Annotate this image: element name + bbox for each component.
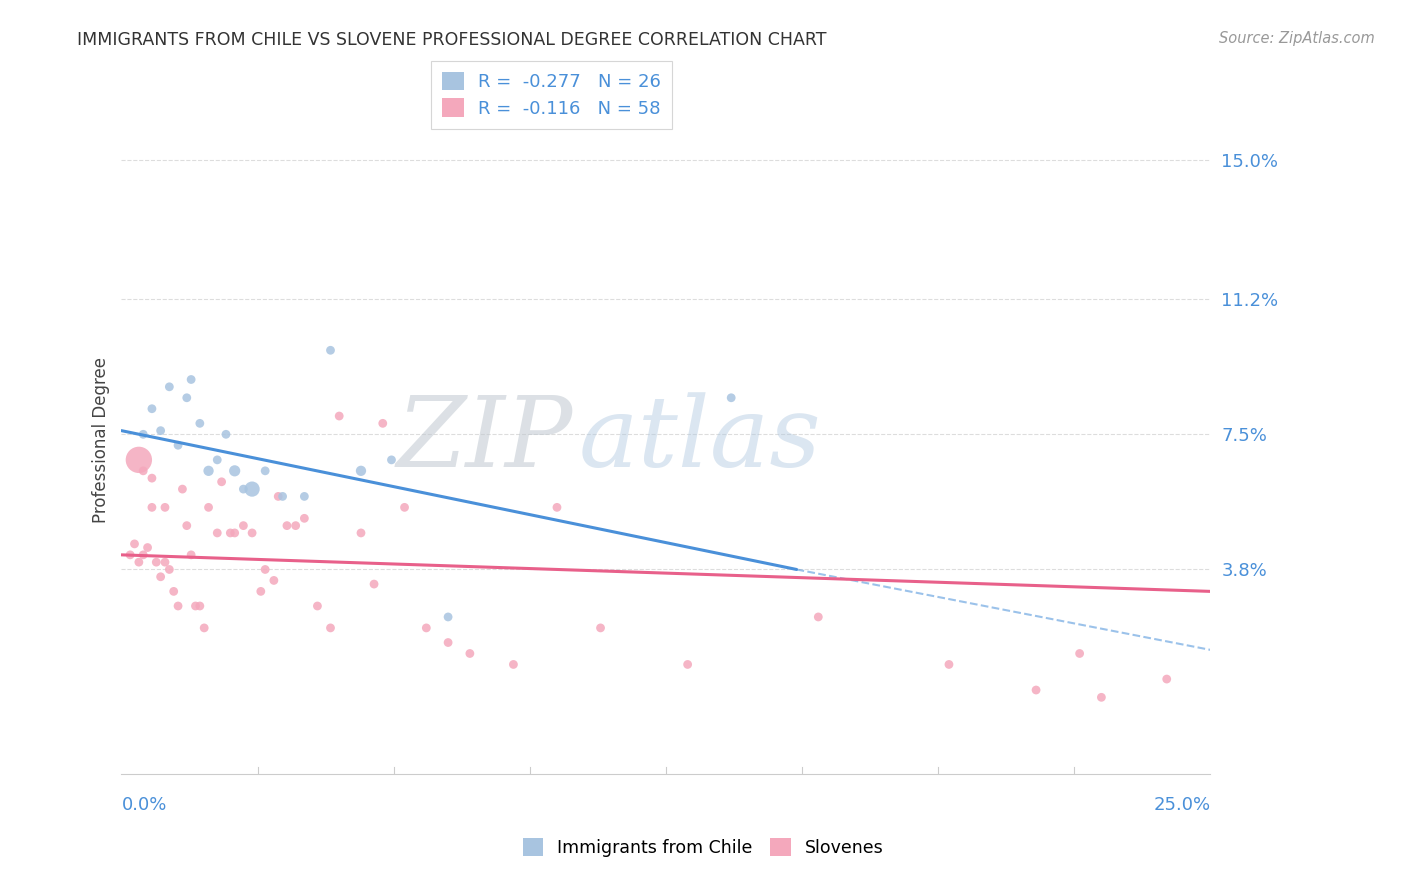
Point <box>188 599 211 613</box>
Point <box>502 657 524 672</box>
Point <box>157 380 180 394</box>
Point <box>224 525 246 540</box>
Point <box>193 621 215 635</box>
Point <box>145 555 167 569</box>
Point <box>167 438 190 452</box>
Point <box>240 525 263 540</box>
Point <box>153 500 176 515</box>
Text: ZIP: ZIP <box>396 392 574 487</box>
Legend: R =  -0.277   N = 26, R =  -0.116   N = 58: R = -0.277 N = 26, R = -0.116 N = 58 <box>432 61 672 128</box>
Point <box>458 647 481 661</box>
Text: Source: ZipAtlas.com: Source: ZipAtlas.com <box>1219 31 1375 46</box>
Point <box>263 574 285 588</box>
Point <box>224 464 246 478</box>
Point <box>184 599 207 613</box>
Point <box>124 537 146 551</box>
Text: 0.0%: 0.0% <box>121 796 167 814</box>
Point <box>128 555 150 569</box>
Point <box>319 621 342 635</box>
Point <box>128 453 150 467</box>
Point <box>149 570 172 584</box>
Point <box>415 621 437 635</box>
Point <box>267 490 290 504</box>
Point <box>254 464 277 478</box>
Point <box>292 490 315 504</box>
Text: IMMIGRANTS FROM CHILE VS SLOVENE PROFESSIONAL DEGREE CORRELATION CHART: IMMIGRANTS FROM CHILE VS SLOVENE PROFESS… <box>77 31 827 49</box>
Point <box>141 471 163 485</box>
Legend: Immigrants from Chile, Slovenes: Immigrants from Chile, Slovenes <box>516 831 890 863</box>
Point <box>720 391 742 405</box>
Point <box>249 584 271 599</box>
Point <box>1025 683 1047 698</box>
Point <box>292 511 315 525</box>
Point <box>394 500 416 515</box>
Point <box>938 657 960 672</box>
Point <box>207 453 229 467</box>
Y-axis label: Professional Degree: Professional Degree <box>93 357 110 523</box>
Point <box>319 343 342 358</box>
Point <box>232 482 254 496</box>
Point <box>180 372 202 386</box>
Point <box>180 548 202 562</box>
Point <box>197 464 219 478</box>
Point <box>1090 690 1112 705</box>
Point <box>676 657 699 672</box>
Point <box>163 584 186 599</box>
Point <box>363 577 385 591</box>
Point <box>546 500 568 515</box>
Point <box>132 464 155 478</box>
Point <box>167 599 190 613</box>
Point <box>211 475 233 489</box>
Point <box>380 453 402 467</box>
Point <box>307 599 329 613</box>
Point <box>1156 672 1178 686</box>
Point <box>350 464 373 478</box>
Point <box>589 621 612 635</box>
Text: 25.0%: 25.0% <box>1153 796 1211 814</box>
Point <box>219 525 242 540</box>
Point <box>172 482 194 496</box>
Point <box>807 610 830 624</box>
Point <box>215 427 238 442</box>
Point <box>271 490 294 504</box>
Point <box>141 401 163 416</box>
Point <box>350 525 373 540</box>
Point <box>153 555 176 569</box>
Point <box>207 525 229 540</box>
Point <box>176 518 198 533</box>
Point <box>120 548 142 562</box>
Point <box>437 610 460 624</box>
Point <box>232 518 254 533</box>
Point <box>157 562 180 576</box>
Point <box>197 500 219 515</box>
Point <box>149 424 172 438</box>
Point <box>132 548 155 562</box>
Point <box>328 409 350 423</box>
Point <box>132 427 155 442</box>
Text: atlas: atlas <box>579 392 821 487</box>
Point <box>284 518 307 533</box>
Point <box>276 518 298 533</box>
Point <box>254 562 277 576</box>
Point <box>1069 647 1091 661</box>
Point <box>188 417 211 431</box>
Point <box>240 482 263 496</box>
Point <box>141 500 163 515</box>
Point <box>176 391 198 405</box>
Point <box>136 541 159 555</box>
Point <box>371 417 394 431</box>
Point <box>437 635 460 649</box>
